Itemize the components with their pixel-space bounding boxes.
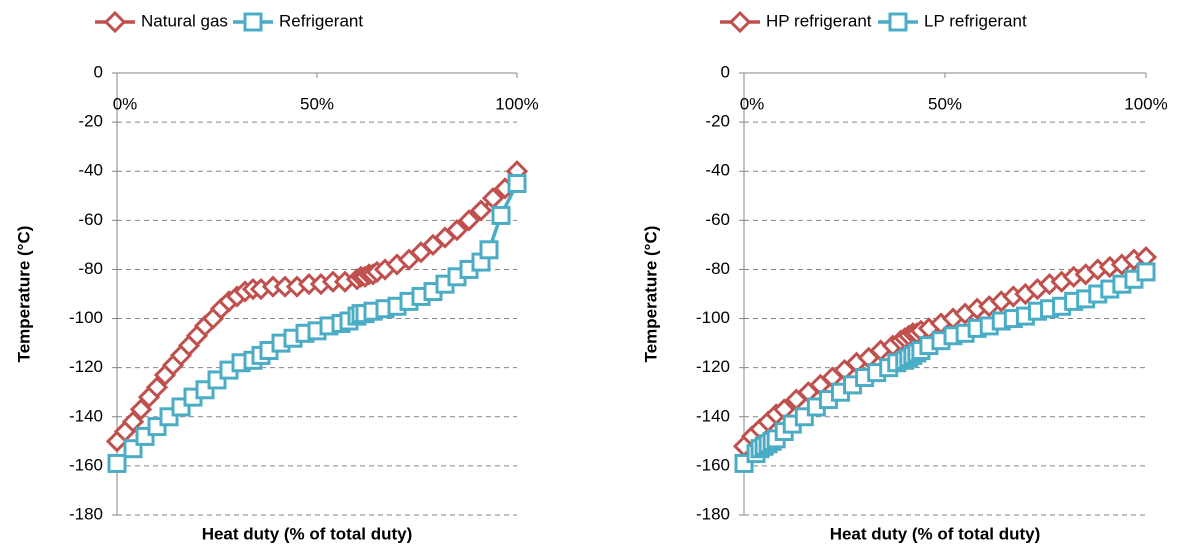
legend-label: Natural gas: [141, 11, 228, 30]
data-point: [479, 240, 499, 260]
y-tick-label: -20: [705, 112, 730, 131]
data-point: [107, 453, 127, 473]
y-axis-title: Temperature (°C): [14, 226, 33, 363]
y-tick-label: -20: [78, 112, 103, 131]
x-axis-title: Heat duty (% of total duty): [202, 524, 413, 543]
legend-label: HP refrigerant: [766, 11, 872, 30]
y-tick-label: -60: [78, 210, 103, 229]
data-point: [507, 174, 527, 193]
x-tick-label: 50%: [928, 94, 962, 113]
data-point: [121, 410, 145, 433]
data-point: [1136, 262, 1156, 282]
y-tick-label: -120: [69, 357, 103, 376]
y-tick-label: -80: [705, 259, 730, 278]
x-tick-label: 100%: [495, 94, 538, 113]
y-tick-label: -140: [696, 406, 730, 425]
y-tick-label: -100: [69, 308, 103, 327]
data-point: [491, 205, 511, 225]
y-tick-label: -180: [696, 504, 730, 523]
x-tick-label: 0%: [113, 94, 138, 113]
y-tick-label: -40: [78, 161, 103, 180]
data-point: [445, 219, 469, 242]
data-point: [469, 199, 493, 222]
y-tick-label: -60: [705, 210, 730, 229]
y-axis-title: Temperature (°C): [641, 226, 660, 363]
legend-marker: [728, 10, 752, 34]
y-tick-label: 0: [721, 62, 730, 81]
legend-marker: [888, 12, 908, 32]
legend-marker: [103, 10, 127, 34]
y-tick-label: -180: [69, 504, 103, 523]
data-point: [457, 209, 481, 232]
y-tick-label: -140: [69, 406, 103, 425]
y-tick-label: 0: [94, 62, 103, 81]
x-axis-title: Heat duty (% of total duty): [830, 524, 1041, 543]
y-tick-label: -120: [696, 357, 730, 376]
legend-label: Refrigerant: [279, 11, 363, 30]
data-point: [129, 398, 153, 421]
legend-marker: [243, 12, 263, 32]
legend-label: LP refrigerant: [924, 11, 1027, 30]
y-tick-label: -100: [696, 308, 730, 327]
y-tick-label: -160: [69, 455, 103, 474]
y-tick-label: -40: [705, 161, 730, 180]
y-tick-label: -160: [696, 455, 730, 474]
data-point: [145, 376, 169, 399]
x-tick-label: 50%: [300, 94, 334, 113]
y-tick-label: -80: [78, 259, 103, 278]
x-tick-label: 0%: [740, 94, 765, 113]
x-tick-label: 100%: [1124, 94, 1167, 113]
